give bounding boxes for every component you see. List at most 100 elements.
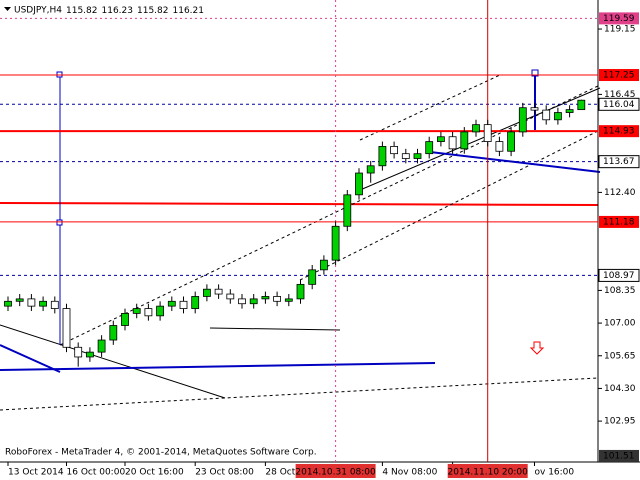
analysis-objects [0,69,601,411]
candle-body [507,131,516,152]
candle-body [577,99,586,111]
y-tick-label: 107.00 [604,319,636,329]
level-label: 116.04 [603,100,635,110]
channel-line [299,129,601,281]
channel-line [0,377,599,411]
blue-line [0,344,61,373]
y-tick-label: 112.40 [604,188,636,198]
ohlc-header: 115.82 116.23 115.82 116.21 [66,6,204,16]
blue-line [429,151,601,173]
level-label-bg [598,155,640,169]
candle-body [214,288,223,295]
y-tick-label: 108.35 [604,286,636,296]
candle-body [273,296,282,302]
candle-body [144,308,153,317]
trend-line [0,324,226,399]
candle-body [518,107,527,133]
candle-body [460,131,469,150]
candle-body [179,300,188,309]
candle-body [343,194,352,227]
candle-body [530,107,539,111]
collapse-icon [4,7,11,11]
candle-body [378,146,387,167]
candle-body [249,298,258,305]
ohlc-value: 115.82 [66,6,98,16]
x-tick-label: 23 Oct 08:00 [195,468,254,478]
level-label-bg [599,125,639,138]
ohlc-value: 115.82 [137,6,169,16]
y-tick-label: 105.65 [604,351,636,361]
x-tick-label: 2014.11.10 20:00 [448,468,529,478]
level-label: 114.93 [603,127,635,137]
candle-body [355,172,363,196]
candle-body [156,305,165,317]
y-tick-label: 116.45 [604,90,636,100]
level-label: 117.25 [603,71,635,81]
candle-body [86,351,94,358]
candle-body [191,296,200,309]
candle-body [308,269,317,285]
candle-body [226,293,235,300]
x-tick-label: 16 Oct 00:00 [67,468,126,478]
x-tick-label: 13 Oct 2014 [8,468,64,478]
candle-body [109,325,118,341]
level-label: 108.97 [603,271,635,281]
candle-body [448,136,457,150]
channel-line [359,74,501,141]
candle-body [74,346,83,358]
x-tick-label: 20 Oct 16:00 [125,468,184,478]
candle-body [425,141,434,155]
y-tick-label: 104.30 [604,384,636,394]
x-tick-label: 2014.10.31 08:00 [295,468,376,478]
y-tick-label: 119.15 [604,25,636,35]
channel-line [59,84,601,346]
candle-body [331,225,340,261]
candle-body [483,124,492,142]
candle-body [167,300,176,307]
candle-body [472,124,480,133]
level-label: 111.18 [603,217,635,227]
x-tick-label: ov 16:00 [535,468,575,478]
candle-body [202,288,211,297]
x-tick-label: 28 Oct 00:00 [265,468,324,478]
candle-body [366,165,375,174]
candle-body [121,313,129,326]
x-label-highlight [447,464,528,478]
candle-body [15,298,24,302]
level-label-bg [599,215,639,228]
level-label-bg [599,449,639,462]
candle-body [436,136,445,142]
trend-line [209,327,341,331]
x-label-highlight [295,464,376,478]
watermark: RoboForex - MetaTrader 4, © 2001-2014, M… [5,448,317,458]
candle-body [319,259,328,271]
level-label-bg [598,268,640,282]
resistance-line [0,202,599,206]
candle-body [132,308,141,314]
blue-line [0,362,436,371]
candle-body [62,308,71,348]
level-label: 101.51 [603,451,635,461]
candle-body [413,153,422,159]
sell-arrow [529,341,545,355]
candle-body [554,112,562,121]
marker-square [531,69,539,77]
marker-square [56,71,63,78]
candle-body [390,146,399,155]
ohlc-value: 116.21 [173,6,205,16]
candle-body [4,300,12,307]
level-label: 119.59 [603,14,635,24]
level-label-bg [599,69,639,82]
candle-body [565,109,574,113]
candle-body [238,298,246,305]
level-label-bg [598,97,640,111]
level-label: 113.67 [603,157,635,167]
marker-square [56,219,63,226]
candle-body [261,296,270,300]
y-tick-label: 102.95 [604,417,636,427]
candle-body [97,339,106,353]
candle-body [296,283,305,300]
x-tick-label: 4 Nov 08:00 [382,468,437,478]
candle-body [39,300,47,307]
